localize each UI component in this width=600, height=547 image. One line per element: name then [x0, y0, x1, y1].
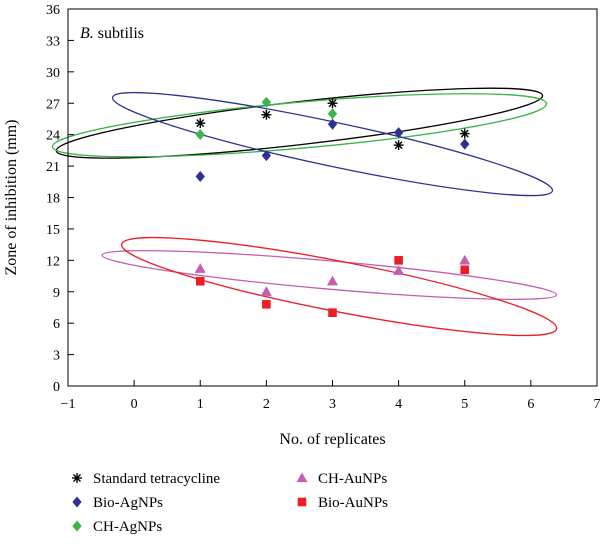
legend-label-0-1: Bio-AgNPs [93, 495, 163, 511]
y-tick-label-12: 36 [46, 3, 60, 18]
group-ellipse-4 [120, 236, 558, 337]
plot-frame [67, 8, 598, 387]
data-point-s4-0 [195, 276, 205, 286]
data-point-s2-1 [261, 96, 272, 108]
y-tick-label-11: 33 [46, 34, 60, 49]
y-tick-label-1: 3 [53, 349, 60, 364]
legend-marker-0-0 [72, 473, 82, 483]
data-point-s4-4 [460, 265, 470, 275]
legend-marker-0-2 [72, 520, 82, 532]
y-tick-label-10: 30 [46, 66, 60, 81]
group-ellipse-2 [111, 91, 554, 197]
data-point-s3-4 [459, 254, 471, 265]
data-point-s0-4 [459, 128, 470, 139]
y-tick-label-8: 24 [46, 129, 60, 144]
y-tick-label-3: 9 [53, 286, 60, 301]
y-tick-label-7: 21 [46, 160, 60, 175]
data-point-s3-0 [194, 263, 206, 273]
legend-label-1-0: CH-AuNPs [318, 471, 387, 487]
data-point-s2-0 [195, 129, 205, 141]
legend: Standard tetracycline Bio-AgNPs CH-AgNPs CH… [72, 471, 388, 535]
data-point-s4-2 [328, 308, 337, 317]
y-tick-label-0: 0 [53, 380, 60, 395]
ellipse-layer [51, 87, 558, 337]
data-point-s4-1 [262, 300, 271, 309]
y-tick-label-6: 18 [46, 192, 60, 207]
x-tick-label-2: 1 [197, 397, 204, 412]
legend-label-1-1: Bio-AuNPs [318, 495, 388, 511]
data-point-s3-3 [393, 265, 405, 275]
x-tick-label-0: −1 [61, 397, 76, 412]
data-point-s1-4 [460, 138, 470, 150]
x-tick-label-7: 6 [527, 397, 534, 412]
data-point-s2-2 [327, 108, 338, 120]
data-point-s0-1 [261, 109, 272, 120]
data-point-s1-0 [195, 171, 205, 183]
marker-layer [194, 96, 471, 317]
y-tick-label-9: 27 [46, 97, 60, 112]
group-ellipse-1 [51, 93, 548, 158]
data-point-s1-3 [393, 127, 404, 139]
x-axis-title: No. of replicates [279, 431, 385, 448]
chart-title: B. subtilis [80, 25, 144, 42]
x-tick-label-6: 5 [461, 397, 468, 412]
data-point-s1-1 [261, 150, 272, 162]
group-ellipse-3 [101, 249, 558, 301]
y-axis-title: Zone of inhibition (mm) [3, 120, 20, 276]
legend-label-0-2: CH-AgNPs [93, 519, 162, 535]
y-tick-label-5: 15 [46, 223, 60, 238]
x-tick-label-1: 0 [131, 397, 138, 412]
data-point-s0-2 [327, 98, 338, 109]
legend-marker-1-0 [296, 472, 308, 483]
legend-label-0-0: Standard tetracycline [93, 471, 220, 487]
x-tick-label-5: 4 [395, 397, 402, 412]
legend-marker-1-1 [297, 497, 307, 507]
x-tick-label-8: 7 [594, 397, 600, 412]
data-point-s0-3 [393, 140, 404, 151]
x-tick-label-3: 2 [263, 397, 270, 412]
x-tick-label-4: 3 [329, 397, 336, 412]
data-point-s0-0 [195, 118, 206, 129]
data-point-s4-3 [394, 256, 403, 265]
y-tick-label-4: 12 [46, 254, 60, 269]
y-tick-label-2: 6 [53, 317, 60, 332]
data-point-s1-2 [327, 118, 338, 130]
data-point-s3-2 [327, 275, 338, 286]
legend-marker-0-1 [72, 496, 82, 508]
data-point-s3-1 [260, 286, 272, 296]
